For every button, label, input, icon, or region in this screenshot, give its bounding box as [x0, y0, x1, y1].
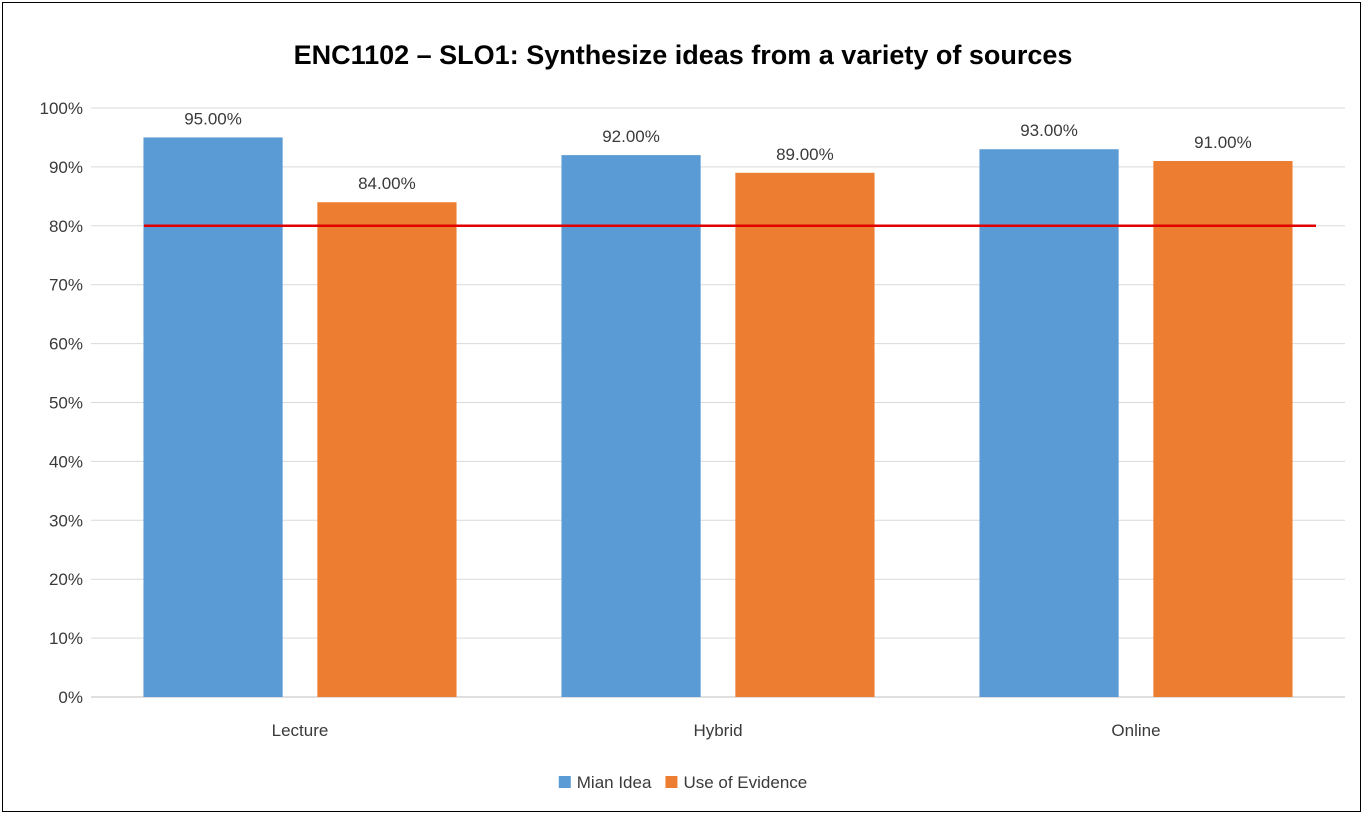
legend-label-mian-idea: Mian Idea [577, 773, 652, 792]
data-label-mian-idea-hybrid: 92.00% [602, 127, 660, 146]
y-tick-label-30: 30% [49, 511, 83, 530]
y-tick-label-20: 20% [49, 570, 83, 589]
y-tick-label-60: 60% [49, 335, 83, 354]
legend: Mian Idea Use of Evidence [558, 773, 807, 792]
legend-swatch-mian-idea [558, 776, 571, 788]
y-tick-label-90: 90% [49, 158, 83, 177]
data-label-mian-idea-lecture: 95.00% [184, 109, 242, 128]
y-tick-label-50: 50% [49, 394, 83, 413]
data-labels: 95.00% 84.00% 92.00% 89.00% 93.00% 91.00% [184, 109, 1252, 193]
legend-label-use-of-evidence: Use of Evidence [683, 773, 807, 792]
data-label-use-of-evidence-online: 91.00% [1194, 133, 1252, 152]
y-tick-label-0: 0% [58, 688, 83, 707]
data-label-mian-idea-online: 93.00% [1020, 121, 1078, 140]
data-label-use-of-evidence-lecture: 84.00% [358, 174, 416, 193]
x-axis-tick-labels: Lecture Hybrid Online [272, 721, 1161, 740]
chart-title: ENC1102 – SLO1: Synthesize ideas from a … [294, 40, 1073, 70]
y-tick-label-40: 40% [49, 452, 83, 471]
x-tick-label-online: Online [1111, 721, 1160, 740]
legend-swatch-use-of-evidence [665, 776, 678, 788]
y-tick-label-80: 80% [49, 217, 83, 236]
data-label-use-of-evidence-hybrid: 89.00% [776, 145, 834, 164]
bar-chart: ENC1102 – SLO1: Synthesize ideas from a … [40, 40, 1345, 792]
x-tick-label-lecture: Lecture [272, 721, 329, 740]
bar-mian-idea-online [979, 149, 1119, 698]
bars [143, 137, 1293, 698]
bar-use-of-evidence-online [1153, 161, 1293, 697]
y-tick-label-70: 70% [49, 276, 83, 295]
bar-mian-idea-hybrid [561, 155, 701, 697]
y-tick-label-100: 100% [40, 99, 83, 118]
bar-use-of-evidence-hybrid [735, 172, 875, 698]
x-tick-label-hybrid: Hybrid [693, 721, 742, 740]
bar-use-of-evidence-lecture [317, 202, 457, 698]
y-tick-label-10: 10% [49, 629, 83, 648]
y-axis-tick-labels: 0% 10% 20% 30% 40% 50% 60% 70% 80% 90% 100% [40, 99, 83, 707]
bar-mian-idea-lecture [143, 137, 283, 697]
